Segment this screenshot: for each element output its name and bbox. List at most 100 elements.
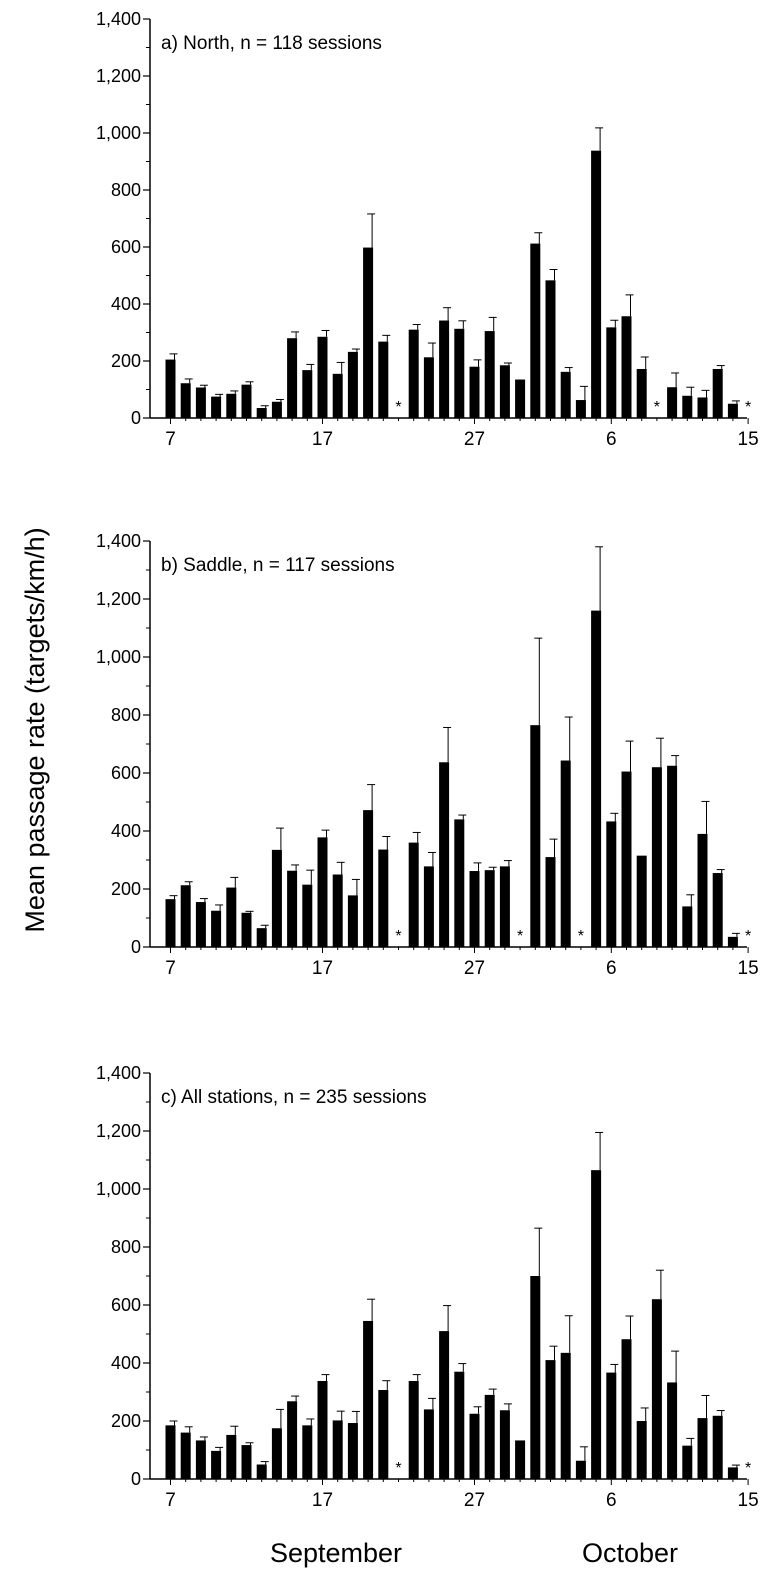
bar — [408, 842, 419, 947]
missing-day-marker: * — [395, 1460, 401, 1477]
y-tick-label: 400 — [111, 821, 141, 841]
x-tick-label: 6 — [606, 1490, 617, 1511]
bar — [423, 866, 434, 947]
bar — [408, 1380, 419, 1479]
bar — [256, 928, 267, 947]
bar — [180, 383, 191, 418]
bar — [651, 1299, 662, 1479]
bar — [195, 902, 206, 947]
bar — [271, 1428, 282, 1479]
bar — [499, 365, 510, 418]
x-tick-label: 15 — [738, 1490, 759, 1511]
missing-day-marker: * — [745, 399, 751, 416]
bar — [530, 1276, 541, 1479]
bar — [332, 874, 343, 947]
bar — [545, 1360, 556, 1479]
panel-saddle: b) Saddle, n = 117 sessions 0 200 400 600 80… — [96, 531, 759, 979]
missing-day-marker: * — [578, 928, 584, 945]
y-tick-label: 0 — [131, 408, 141, 428]
bar — [195, 1440, 206, 1479]
panel-north: a) North, n = 118 sessions 0 200 400 600 800… — [96, 9, 759, 450]
missing-day-marker: * — [745, 1460, 751, 1477]
y-tick-label: 1,400 — [96, 9, 141, 29]
bar — [439, 320, 450, 418]
bar — [241, 384, 252, 418]
bar — [454, 819, 465, 947]
bar — [347, 1423, 358, 1479]
bar — [697, 1418, 708, 1479]
y-tick-label: 200 — [111, 879, 141, 899]
bar — [591, 610, 602, 947]
x-tick-label: 27 — [464, 958, 485, 979]
month-label-october: October — [582, 1538, 678, 1568]
x-tick-label: 7 — [165, 1490, 176, 1511]
bar — [515, 1440, 526, 1479]
bar — [606, 327, 617, 418]
bar — [423, 357, 434, 418]
panel-title: b) Saddle, n = 117 sessions — [161, 555, 395, 576]
bar — [530, 243, 541, 418]
bar — [439, 762, 450, 947]
y-tick-label: 1,000 — [96, 647, 141, 667]
x-tick-label: 6 — [606, 429, 617, 450]
x-tick-label: 15 — [738, 958, 759, 979]
bar — [423, 1409, 434, 1479]
bar — [363, 810, 374, 947]
x-tick-label: 17 — [312, 429, 333, 450]
y-tick-label: 0 — [131, 937, 141, 957]
y-tick-label: 1,400 — [96, 1063, 141, 1083]
bar — [469, 366, 480, 418]
bar — [697, 397, 708, 418]
bar — [560, 760, 571, 947]
bar — [621, 1339, 632, 1479]
y-tick-label: 800 — [111, 705, 141, 725]
y-tick-label: 800 — [111, 180, 141, 200]
bar — [271, 849, 282, 947]
y-tick-label: 600 — [111, 1295, 141, 1315]
bar — [697, 833, 708, 947]
bar — [499, 866, 510, 947]
bar — [621, 771, 632, 947]
x-tick-label: 27 — [464, 1490, 485, 1511]
bar — [591, 1170, 602, 1479]
y-tick-label: 0 — [131, 1469, 141, 1489]
bar — [515, 379, 526, 418]
bar — [560, 1352, 571, 1479]
bar — [226, 1434, 237, 1479]
x-tick-label: 6 — [606, 958, 617, 979]
bar — [226, 393, 237, 418]
bar — [651, 767, 662, 947]
bar — [378, 341, 389, 418]
bar — [165, 899, 176, 947]
bar — [636, 855, 647, 947]
y-tick-label: 600 — [111, 237, 141, 257]
bar — [378, 1389, 389, 1479]
x-tick-label: 15 — [738, 429, 759, 450]
bar — [363, 1320, 374, 1479]
missing-day-marker: * — [395, 399, 401, 416]
x-tick-label: 27 — [464, 429, 485, 450]
y-tick-label: 1,200 — [96, 589, 141, 609]
bar — [636, 368, 647, 418]
bar — [591, 150, 602, 419]
bar — [727, 936, 738, 947]
bar — [469, 871, 480, 947]
y-tick-label: 1,000 — [96, 1179, 141, 1199]
missing-day-marker: * — [395, 928, 401, 945]
bar — [469, 1413, 480, 1479]
bar — [560, 371, 571, 418]
bar — [347, 895, 358, 947]
bar — [271, 401, 282, 418]
bar — [712, 1415, 723, 1479]
bar — [667, 1382, 678, 1479]
bar — [302, 1425, 313, 1479]
bar — [484, 1394, 495, 1479]
x-tick-label: 7 — [165, 958, 176, 979]
missing-day-marker: * — [517, 928, 523, 945]
bar — [165, 359, 176, 418]
bar — [636, 1421, 647, 1479]
x-tick-label: 17 — [312, 958, 333, 979]
panel-all-stations: c) All stations, n = 235 sessions 0 200 40… — [96, 1063, 759, 1511]
bar — [195, 387, 206, 418]
